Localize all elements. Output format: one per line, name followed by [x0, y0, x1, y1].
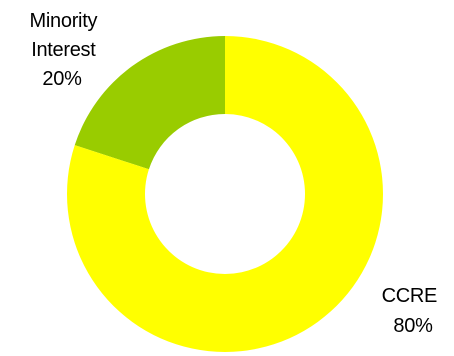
minority-interest-label: Minority Interest 20% — [30, 10, 103, 90]
slice-minority-interest — [74, 36, 226, 170]
slice-ccre — [67, 36, 383, 352]
slice-labels: Minority Interest 20% CCRE 80% — [30, 10, 443, 337]
donut-slices — [67, 36, 383, 352]
ccre-label: CCRE 80% — [382, 285, 443, 337]
